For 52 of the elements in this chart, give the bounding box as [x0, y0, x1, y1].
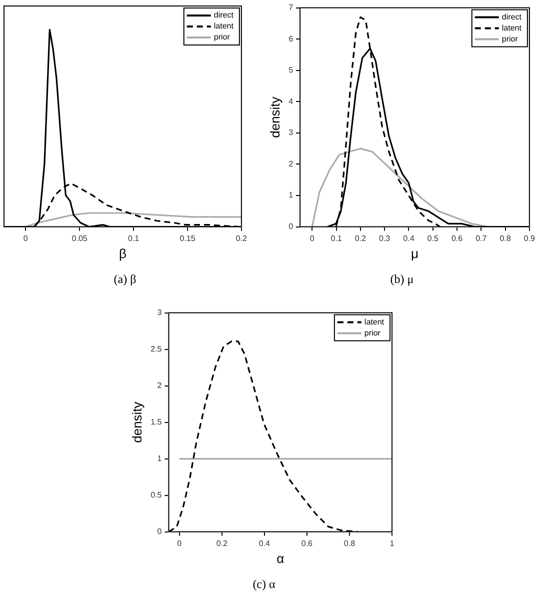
x-tick-label: 0.4 — [258, 538, 271, 548]
y-tick-label: 6 — [288, 34, 294, 44]
x-tick-label: 0.4 — [403, 234, 415, 243]
y-tick-label: 0 — [288, 222, 294, 232]
x-axis-title: α — [276, 550, 285, 566]
x-tick-label: 0.6 — [301, 538, 314, 548]
x-tick-label: 0.1 — [128, 234, 140, 243]
x-axis-title: μ — [410, 246, 418, 261]
y-tick-label: 0.5 — [150, 490, 162, 500]
x-tick-label: 0.2 — [236, 234, 248, 243]
x-tick-label: 0 — [23, 234, 28, 243]
y-tick-label: 3 — [157, 308, 162, 318]
x-tick-label: 0.2 — [216, 538, 228, 548]
y-tick-label: 1 — [157, 454, 162, 464]
x-axis-title: β — [118, 246, 126, 261]
text: (a) β — [112, 272, 138, 287]
x-tick-label: 0.1 — [330, 234, 342, 243]
x-tick-label: 1 — [390, 538, 395, 548]
text: (c) α — [252, 577, 276, 592]
y-tick-label: 2.5 — [150, 344, 162, 354]
text: (b) μ — [389, 272, 415, 287]
x-tick-label: 0.5 — [427, 234, 439, 243]
y-tick-label: 1 — [288, 190, 294, 200]
x-tick-label: 0.2 — [354, 234, 367, 243]
y-tick-label: 2 — [157, 381, 162, 390]
y-tick-label: 5 — [288, 66, 294, 75]
y-tick-label: 2 — [288, 159, 294, 168]
legend-label: latent — [364, 318, 385, 327]
legend-label: latent — [502, 24, 522, 33]
legend-label: latent — [214, 22, 234, 31]
x-tick-label: 0.6 — [451, 234, 464, 243]
y-axis-title: density — [129, 401, 144, 443]
y-tick-label: 7 — [288, 3, 294, 12]
legend-label: prior — [502, 34, 518, 44]
legend-label: prior — [364, 328, 381, 338]
x-tick-label: 0.05 — [72, 234, 88, 243]
y-tick-label: 3 — [288, 128, 294, 138]
legend-label: direct — [214, 10, 234, 20]
x-tick-label: 0.7 — [476, 234, 488, 243]
legend-label: direct — [502, 12, 522, 22]
y-axis-title: density — [267, 96, 282, 138]
x-tick-label: 0.8 — [344, 538, 356, 548]
y-tick-label: 1.5 — [150, 418, 162, 427]
x-tick-label: 0 — [177, 538, 182, 548]
x-tick-label: 0.3 — [379, 234, 391, 243]
y-tick-label: 4 — [288, 96, 294, 106]
y-tick-label: 0 — [157, 527, 162, 536]
x-tick-label: 0.15 — [180, 234, 196, 243]
x-tick-label: 0 — [310, 234, 315, 243]
x-tick-label: 0.9 — [524, 234, 536, 243]
legend-label: prior — [214, 32, 230, 42]
x-tick-label: 0.8 — [500, 234, 512, 243]
